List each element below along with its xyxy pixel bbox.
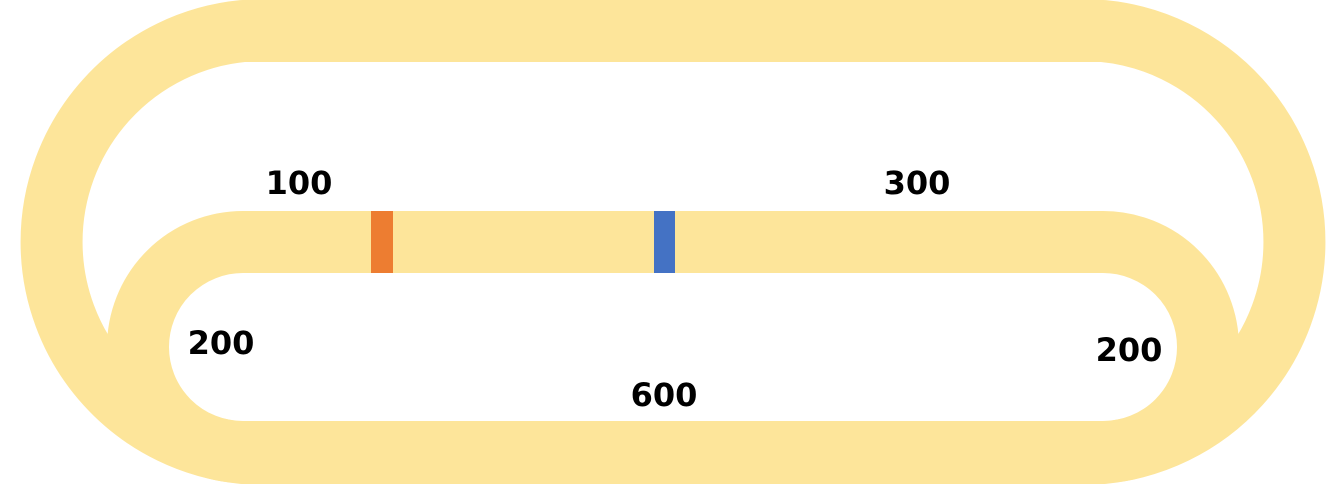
inner-track <box>107 211 1239 483</box>
blue-marker <box>654 211 675 273</box>
label-top-right-segment: 300 <box>884 164 951 202</box>
outer-track <box>20 0 1326 484</box>
orange-marker <box>371 211 393 273</box>
label-right-curve: 200 <box>1096 331 1163 369</box>
label-top-left-segment: 100 <box>266 164 333 202</box>
label-left-curve: 200 <box>188 324 255 362</box>
label-bottom-segment: 600 <box>631 376 698 414</box>
